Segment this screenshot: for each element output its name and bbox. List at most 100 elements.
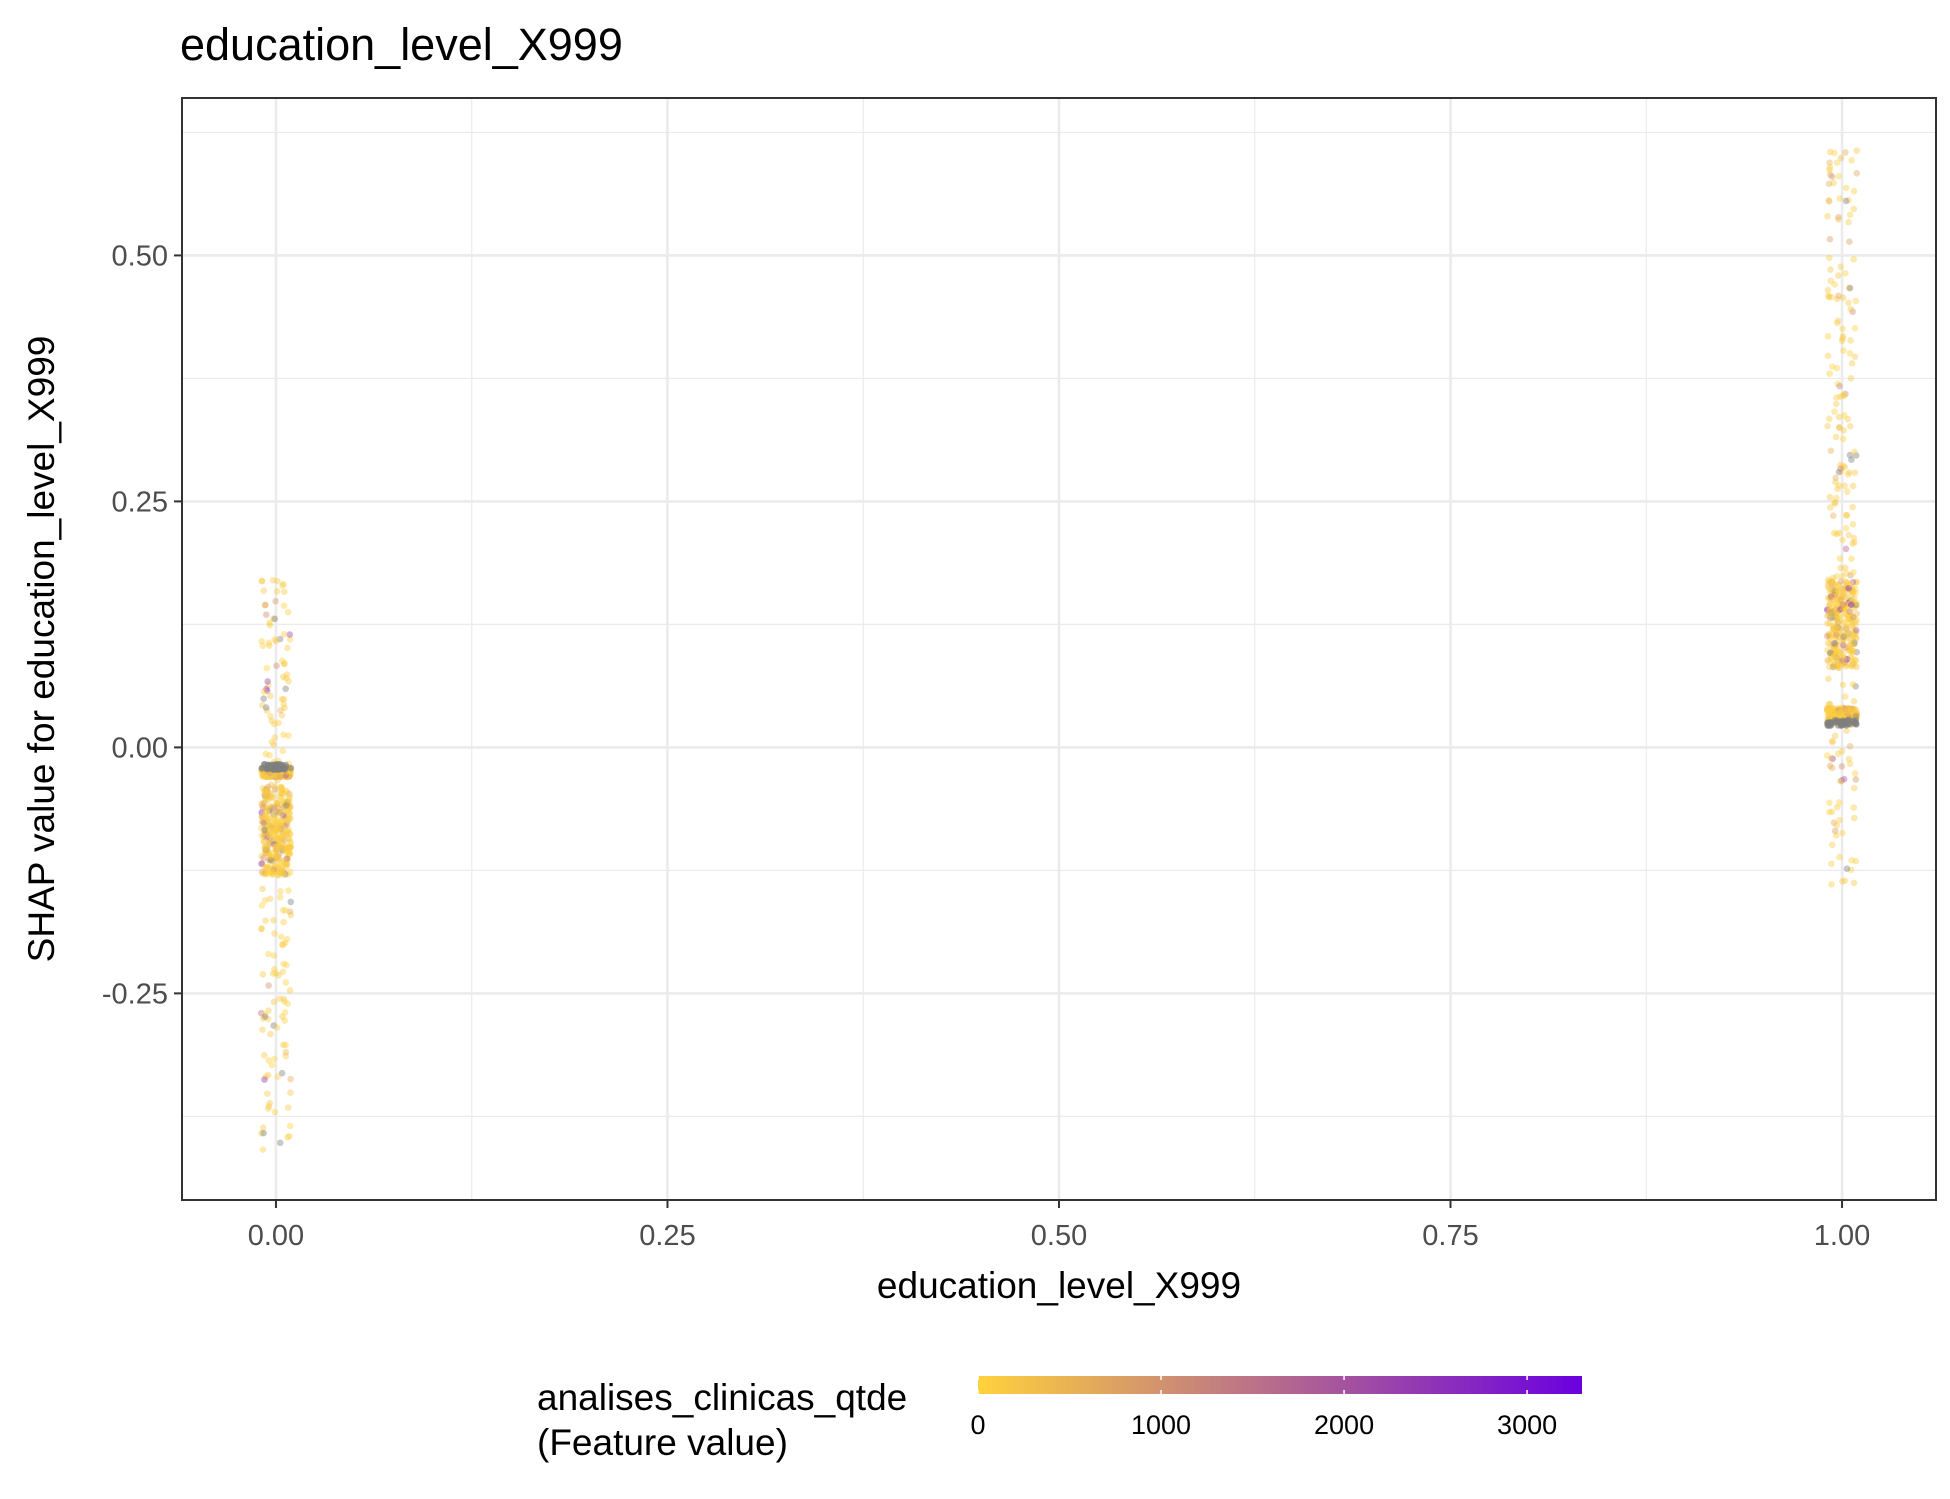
data-point (280, 995, 288, 1003)
data-point (1844, 415, 1852, 423)
data-point (259, 1015, 267, 1022)
data-point (1837, 599, 1844, 606)
data-point (1848, 456, 1855, 463)
data-point (1833, 661, 1840, 668)
x-tick-label: 0.00 (248, 1220, 304, 1252)
data-point (275, 867, 283, 875)
data-point (273, 842, 280, 849)
data-point (281, 704, 288, 712)
data-point (286, 790, 293, 798)
data-point (276, 793, 283, 801)
data-point (258, 813, 266, 820)
data-point (1827, 612, 1835, 620)
data-point (282, 806, 289, 814)
data-point (263, 870, 271, 878)
data-point (283, 935, 291, 943)
data-point (282, 907, 289, 914)
data-point (278, 772, 286, 780)
data-point (1829, 663, 1837, 671)
data-point (1836, 613, 1844, 620)
data-point (270, 804, 278, 812)
data-point (278, 786, 286, 793)
data-point (1838, 660, 1846, 668)
data-point (284, 844, 292, 852)
data-point (1846, 423, 1854, 430)
data-point (278, 784, 285, 792)
data-point (1833, 295, 1841, 303)
data-point (1838, 337, 1846, 345)
data-point (1848, 622, 1856, 629)
data-point (1842, 624, 1850, 631)
data-point (282, 849, 290, 857)
data-point (259, 885, 266, 893)
data-point (261, 843, 269, 851)
data-point (271, 1055, 278, 1063)
data-point (1835, 706, 1843, 714)
data-point (268, 868, 276, 875)
data-point (278, 866, 285, 873)
data-point (266, 856, 273, 864)
data-point (1828, 764, 1836, 772)
data-point (1847, 718, 1855, 725)
data-point (271, 783, 278, 791)
data-point (1828, 578, 1835, 586)
data-point (1850, 602, 1858, 609)
data-point (270, 814, 277, 822)
data-point (265, 639, 273, 647)
data-point (280, 660, 288, 668)
data-point (282, 787, 290, 794)
data-point (1845, 284, 1853, 292)
data-point (1824, 212, 1831, 220)
y-tick-label: 0.50 (112, 240, 168, 272)
data-point (286, 844, 294, 851)
data-point (1845, 196, 1852, 204)
data-point (273, 868, 281, 875)
data-point (1843, 581, 1851, 588)
data-point (1844, 471, 1852, 478)
data-point (259, 772, 267, 780)
data-point (264, 796, 272, 803)
data-point (282, 773, 289, 780)
data-point (258, 832, 266, 840)
data-point (1824, 647, 1831, 654)
data-point (1835, 708, 1842, 716)
data-point (266, 819, 273, 826)
data-point (258, 818, 266, 825)
data-point (1836, 382, 1843, 390)
data-point (269, 793, 277, 801)
data-point (1837, 711, 1845, 718)
data-point (1852, 683, 1859, 690)
data-point (273, 819, 281, 827)
data-point (1828, 708, 1835, 716)
data-point (1833, 710, 1840, 718)
data-point (1834, 662, 1841, 670)
data-point (266, 865, 274, 872)
data-point (1835, 292, 1842, 300)
grid-major (182, 98, 1936, 1200)
data-point (1853, 610, 1860, 618)
data-point (1839, 601, 1847, 609)
data-point (272, 835, 280, 843)
data-point (273, 854, 281, 862)
data-point (280, 673, 287, 681)
data-point (1845, 707, 1852, 714)
data-point (1835, 413, 1843, 421)
data-point (268, 717, 276, 725)
data-point (274, 841, 281, 849)
data-point (1833, 711, 1841, 718)
data-point (280, 700, 288, 708)
data-point (1832, 433, 1840, 441)
y-tick-label: 0.00 (112, 732, 168, 764)
data-point (1845, 707, 1853, 715)
data-point (275, 805, 282, 812)
data-point (259, 804, 267, 812)
data-point (270, 952, 278, 959)
data-point (282, 870, 289, 878)
data-point (285, 809, 293, 816)
data-point (1831, 149, 1838, 157)
data-point (279, 845, 287, 852)
data-point (1829, 608, 1837, 616)
data-point (1831, 639, 1839, 647)
data-point (1829, 708, 1836, 716)
data-point (1850, 638, 1858, 646)
